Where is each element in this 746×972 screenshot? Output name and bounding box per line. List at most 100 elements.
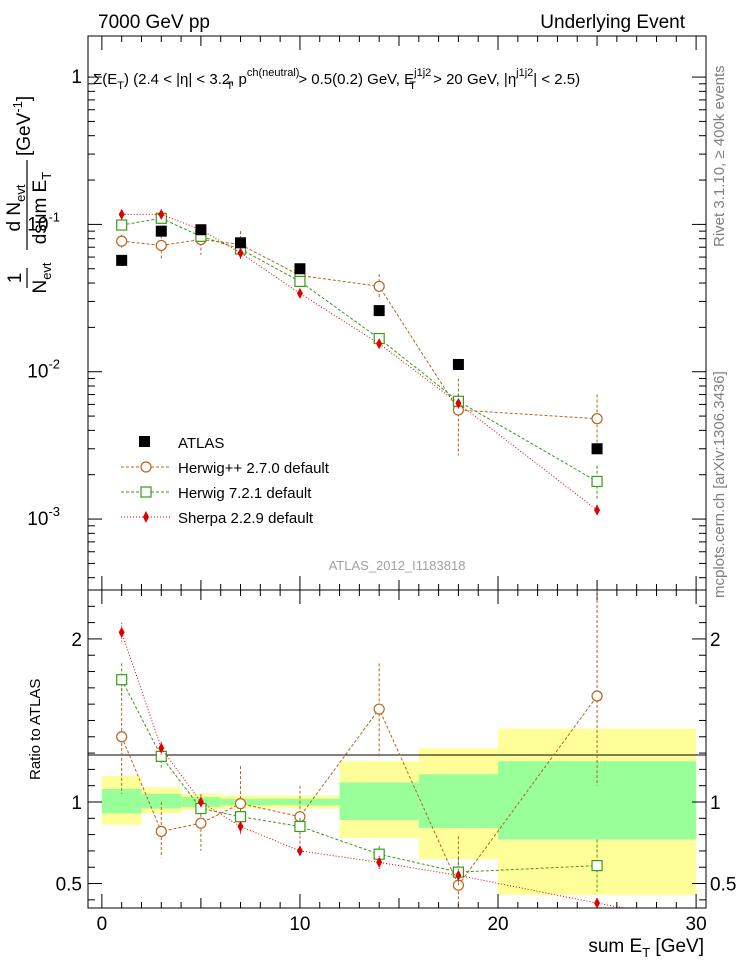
ratio-sherpa-2-2-9-default-point <box>118 626 125 638</box>
y-title-unit: [GeV-1] <box>10 96 35 156</box>
y-title-dsum: dsum E <box>30 180 51 244</box>
ratio-sherpa-2-2-9-default-point <box>197 796 204 808</box>
ratio-sherpa-2-2-9-default-point <box>594 897 601 908</box>
main-atlas-point <box>591 443 603 455</box>
ratio-herwig-2-7-0-default-point <box>116 731 128 743</box>
main-sherpa-2-2-9-default-point <box>118 208 125 220</box>
ratio-sherpa-2-2-9-default-point <box>455 869 462 881</box>
ratio-y-axis-title: Ratio to ATLAS <box>27 679 44 780</box>
ratio-sherpa-2-2-9-default-point <box>237 820 244 832</box>
title-s1: Σ(E <box>93 71 117 88</box>
y-title-den-t: T <box>39 172 54 180</box>
ratio-y-tick-label: 0.5 <box>56 875 82 896</box>
ratio-series <box>116 590 627 908</box>
main-atlas-point <box>452 358 464 370</box>
main-sherpa-2-2-9-default-point <box>376 338 383 350</box>
ratio-y-tick-label: 2 <box>71 630 82 651</box>
legend-herwigpp-label: Herwig++ 2.7.0 default <box>178 460 330 477</box>
ratio-panel: 0.5 0.51 12 20 10 20 30 <box>56 589 736 935</box>
title-s2: T <box>117 80 124 92</box>
main-herwig-2-7-0-default-point <box>116 235 128 247</box>
x-title-a: sum E <box>588 936 642 957</box>
title-s8: T <box>409 80 416 92</box>
main-herwig-2-7-0-default-line <box>121 238 598 420</box>
main-herwig-7-2-1-default-point <box>294 275 306 288</box>
y-title-n: N <box>30 280 51 294</box>
main-herwig-2-7-0-default-point <box>155 239 167 252</box>
main-frame <box>87 35 707 591</box>
ratio-herwig-2-7-0-default-point <box>195 817 207 829</box>
ratio-axis-ticks: 0.5 0.51 12 20 10 20 30 <box>56 590 736 935</box>
y-title-unit-a: [GeV <box>14 112 35 156</box>
legend-herwigpp-marker <box>140 461 152 473</box>
ratio-herwig-7-2-1-default-point <box>116 674 128 686</box>
main-herwig-7-2-1-default-point <box>116 219 128 231</box>
ratio-herwig-2-7-0-default-line <box>121 695 598 887</box>
ratio-sherpa-2-2-9-default-point <box>158 742 165 754</box>
y-title-numerator: d Nevt <box>4 184 28 231</box>
side-label-top: Rivet 3.1.10, ≥ 400k events <box>711 65 728 247</box>
main-sherpa-2-2-9-default-point <box>158 208 165 220</box>
title-s10: j1j2 <box>515 67 533 79</box>
title-s7: j1j2 <box>413 67 431 79</box>
y-title-evt: evt <box>39 262 54 280</box>
side-label-bottom: mcplots.cern.ch [arXiv:1306.3436] <box>711 371 728 598</box>
ratio-y-tick-label-right: 1 <box>710 793 721 814</box>
ratio-herwig-7-2-1-default-point <box>591 859 603 872</box>
ratio-herwig-7-2-1-default-line <box>121 679 598 873</box>
plot-title: Σ(ET) (2.4 < |η| < 3.2, pch(neutral) T > … <box>93 67 580 92</box>
x-title-c: [GeV] <box>650 936 704 957</box>
ratio-band-inner <box>339 782 419 820</box>
x-tick-label: 30 <box>686 914 707 935</box>
y-title-nevt: Nevt <box>30 262 54 293</box>
ratio-y-tick-label-right: 2 <box>710 630 721 651</box>
ratio-herwig-2-7-0-default-point <box>591 690 603 702</box>
main-atlas-point <box>235 237 247 249</box>
x-tick-label: 0 <box>97 914 108 935</box>
legend-atlas-marker <box>139 436 150 447</box>
main-atlas-point <box>373 305 385 317</box>
ratio-herwig-7-2-1-default-point <box>294 820 306 833</box>
legend-atlas-label: ATLAS <box>178 435 224 452</box>
main-axis-ticks: 10-3 10-2 10-1 1 <box>27 36 706 590</box>
x-axis-title: sum ET [GeV] <box>588 936 704 960</box>
main-sherpa-2-2-9-default-point <box>296 287 303 299</box>
ratio-y-tick-label-right: 0.5 <box>710 875 736 896</box>
y-title-one: 1 <box>5 273 26 284</box>
main-atlas-point <box>116 254 128 266</box>
y-title-unit-close: ] <box>14 96 35 101</box>
y-title-num-evt: evt <box>13 184 28 202</box>
x-title-b: T <box>642 945 650 960</box>
y-title-unit-exp: -1 <box>10 101 25 113</box>
ratio-sherpa-2-2-9-default-point <box>376 856 383 868</box>
analysis-watermark: ATLAS_2012_I1183818 <box>329 558 466 573</box>
legend-herwig7-marker <box>140 486 152 498</box>
main-sherpa-2-2-9-default-point <box>594 504 601 516</box>
main-y-tick-label: 10-2 <box>27 357 60 383</box>
x-tick-label: 20 <box>487 914 508 935</box>
main-y-tick-label: 10-1 <box>27 209 60 235</box>
ratio-sherpa-2-2-9-default-point <box>296 845 303 857</box>
ratio-herwig-2-7-0-default-point <box>234 798 247 810</box>
title-s6: > 0.5(0.2) GeV, E <box>294 71 414 88</box>
ratio-y-tick-label: 1 <box>71 793 82 814</box>
main-atlas-point <box>294 263 306 275</box>
main-herwig-7-2-1-default-point <box>591 475 603 488</box>
ratio-band-inner <box>101 788 142 814</box>
legend-herwig7-label: Herwig 7.2.1 default <box>178 485 312 502</box>
legend-sherpa-label: Sherpa 2.2.9 default <box>178 510 314 527</box>
main-panel: 10-3 10-2 10-1 1 <box>27 35 707 591</box>
main-atlas-point <box>195 224 207 236</box>
y-title-dn: d N <box>4 202 25 232</box>
legend: ATLAS Herwig++ 2.7.0 default Herwig 7.2.… <box>121 435 330 527</box>
main-series <box>116 208 603 516</box>
header-right: Underlying Event <box>540 12 685 33</box>
legend-sherpa-marker <box>143 511 149 523</box>
title-s3: ) (2.4 < |η| < 3.2, p <box>124 71 247 88</box>
title-s5: T <box>226 80 233 92</box>
ratio-herwig-2-7-0-default-point <box>373 703 385 715</box>
main-herwig-2-7-0-default-point <box>373 280 385 292</box>
ratio-band-inner <box>498 761 697 840</box>
x-tick-label: 10 <box>289 914 310 935</box>
main-y-tick-label: 10-3 <box>27 504 60 530</box>
